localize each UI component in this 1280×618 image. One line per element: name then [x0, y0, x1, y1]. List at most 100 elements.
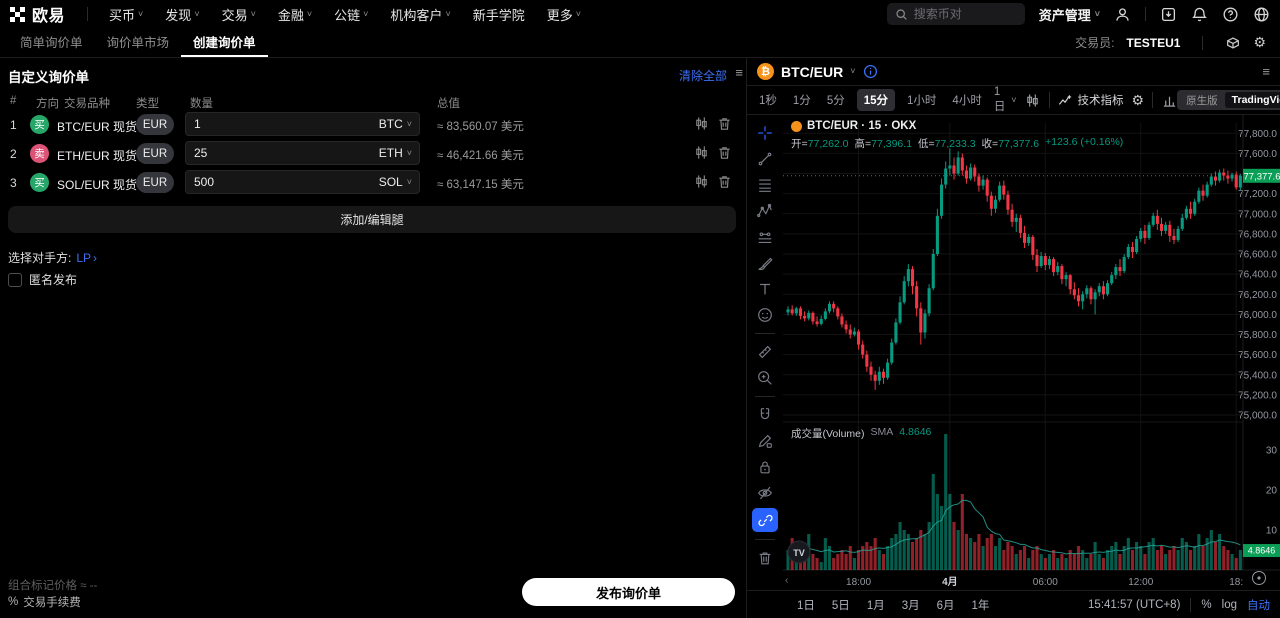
auto-scale-button[interactable]: 自动: [1247, 599, 1270, 612]
currency-pill[interactable]: EUR: [136, 114, 174, 135]
range-5d[interactable]: 5日: [831, 599, 850, 612]
profile-icon[interactable]: [1114, 6, 1131, 23]
log-scale-button[interactable]: log: [1221, 598, 1237, 611]
tf-5m[interactable]: 5分: [826, 95, 845, 107]
svg-text:4.8646: 4.8646: [1248, 546, 1276, 556]
brush-tool-icon[interactable]: [753, 252, 777, 274]
search-input[interactable]: [913, 7, 1014, 21]
remove-drawings-icon[interactable]: [753, 547, 777, 569]
zoom-in-tool-icon[interactable]: [753, 367, 777, 389]
tradingview-mode-button[interactable]: TradingView: [1224, 92, 1280, 108]
orders-icon[interactable]: [1225, 35, 1241, 51]
tf-1s[interactable]: 1秒: [759, 95, 777, 107]
add-edit-legs-button[interactable]: 添加/编辑腿: [8, 206, 736, 233]
counterparty-link[interactable]: LP ›: [76, 250, 98, 265]
legs-table-header: # 方向 交易品种 类型 数量 总值: [0, 95, 746, 110]
chart-symbol[interactable]: BTC/EUR: [781, 63, 844, 80]
crosshair-tool-icon[interactable]: [753, 122, 777, 144]
price-chart[interactable]: 77,800.0 77,600.0 77,200.0 77,000.0 76,800.0…: [783, 115, 1280, 590]
currency-pill[interactable]: EUR: [136, 172, 174, 193]
magnet-tool-icon[interactable]: [753, 404, 777, 426]
emoji-tool-icon[interactable]: [753, 304, 777, 326]
tf-1d[interactable]: 1日 ˅: [993, 86, 1017, 113]
indicators-button[interactable]: 技术指标: [1058, 92, 1124, 108]
range-1mo[interactable]: 1月: [866, 599, 885, 612]
unit-selector[interactable]: BTC ˅: [378, 117, 412, 131]
delete-leg-icon[interactable]: [717, 145, 732, 160]
volume-legend: 成交量(Volume) SMA 4.8646: [791, 426, 932, 440]
publish-rfq-button[interactable]: 发布询价单: [522, 578, 735, 606]
language-icon[interactable]: [1253, 6, 1270, 23]
tab-simple-rfq[interactable]: 简单询价单: [20, 36, 83, 50]
nav-item-finance[interactable]: 金融 ˅: [277, 7, 313, 23]
leg-row: 2 卖 ETH/EUR 现货 › EUR ETH˅ ≈ 46,421.66 美元: [0, 139, 746, 168]
settings-icon[interactable]: ⚙: [1253, 34, 1266, 50]
view-chart-icon[interactable]: [694, 174, 709, 189]
currency-pill[interactable]: EUR: [136, 143, 174, 164]
pair-selector[interactable]: SOL/EUR 现货: [57, 178, 138, 192]
tab-create-rfq[interactable]: 创建询价单: [181, 28, 268, 57]
drawing-toolbar: [747, 115, 783, 590]
fib-retracement-tool-icon[interactable]: [753, 174, 777, 196]
amount-input[interactable]: [186, 175, 379, 189]
nav-item-discover[interactable]: 发现 ˅: [165, 7, 200, 23]
chart-menu-icon[interactable]: ≡: [1262, 64, 1270, 79]
chevron-down-icon[interactable]: ˅: [850, 66, 856, 76]
nav-item-more[interactable]: 更多 ˅: [546, 7, 581, 23]
lock-tool-icon[interactable]: [753, 456, 777, 478]
hide-drawings-icon[interactable]: [753, 482, 777, 504]
prediction-tool-icon[interactable]: [753, 226, 777, 248]
native-mode-button[interactable]: 原生版: [1186, 94, 1218, 107]
amount-input[interactable]: [186, 146, 379, 160]
compare-icon[interactable]: [1161, 89, 1177, 111]
pair-selector[interactable]: BTC/EUR 现货: [57, 120, 138, 134]
chart-clock[interactable]: 15:41:57 (UTC+8): [1088, 598, 1181, 611]
nav-item-trade[interactable]: 交易 ˅: [221, 7, 256, 23]
unit-selector[interactable]: SOL ˅: [378, 175, 412, 189]
candle-style-icon[interactable]: [1024, 89, 1040, 111]
top-nav: 欧易 买币˅ 发现˅ 交易˅ 金融˅ 公链˅ 机构客户˅ 新手学院 更多˅ 资产…: [0, 0, 1280, 28]
pair-selector[interactable]: ETH/EUR 现货: [57, 149, 138, 163]
btc-icon: [791, 120, 802, 132]
trend-line-tool-icon[interactable]: [753, 148, 777, 170]
col-amount: 数量: [190, 98, 213, 110]
nav-item-institutional[interactable]: 机构客户 ˅: [390, 7, 451, 23]
rfq-sub-nav: 简单询价单 询价单市场 创建询价单 交易员: TESTEU1 ⚙: [0, 28, 1280, 58]
tf-1m[interactable]: 1分: [792, 95, 811, 107]
search-box[interactable]: [886, 3, 1025, 25]
help-icon[interactable]: [1222, 6, 1239, 23]
tf-1h[interactable]: 1小时: [907, 95, 937, 107]
unit-selector[interactable]: ETH ˅: [378, 146, 412, 160]
range-3mo[interactable]: 3月: [901, 599, 920, 612]
nav-item-buy-crypto[interactable]: 买币 ˅: [109, 7, 144, 23]
view-chart-icon[interactable]: [694, 116, 709, 131]
measure-tool-icon[interactable]: [753, 341, 777, 363]
delete-leg-icon[interactable]: [717, 174, 732, 189]
amount-input[interactable]: [186, 117, 379, 131]
text-tool-icon[interactable]: [753, 278, 777, 300]
download-app-icon[interactable]: [1160, 6, 1177, 23]
view-chart-icon[interactable]: [694, 145, 709, 160]
clear-all-button[interactable]: 清除全部: [678, 69, 727, 83]
info-icon[interactable]: [863, 64, 878, 79]
tab-rfq-market[interactable]: 询价单市场: [106, 36, 170, 50]
okx-logo[interactable]: 欧易: [10, 2, 65, 26]
svg-text:77,377.6: 77,377.6: [1244, 171, 1280, 182]
nav-item-chain[interactable]: 公链 ˅: [334, 7, 369, 23]
percent-scale-button[interactable]: %: [1201, 598, 1212, 611]
nav-item-academy[interactable]: 新手学院: [472, 7, 525, 23]
range-1y[interactable]: 1年: [971, 599, 990, 612]
anonymous-checkbox[interactable]: [8, 272, 22, 287]
tf-15m[interactable]: 15分: [856, 89, 896, 111]
chart-settings-icon[interactable]: ⚙: [1131, 91, 1145, 108]
draw-lock-tool-icon[interactable]: [753, 430, 777, 452]
delete-leg-icon[interactable]: [717, 116, 732, 131]
range-6mo[interactable]: 6月: [936, 599, 955, 612]
assets-menu[interactable]: 资产管理 ˅: [1038, 7, 1100, 23]
panel-menu-icon[interactable]: ≡: [735, 65, 743, 80]
notifications-icon[interactable]: [1191, 6, 1208, 23]
tf-4h[interactable]: 4小时: [952, 95, 982, 107]
pattern-tool-icon[interactable]: [753, 200, 777, 222]
sync-link-tool-icon[interactable]: [752, 508, 778, 532]
range-1d[interactable]: 1日: [797, 599, 815, 612]
